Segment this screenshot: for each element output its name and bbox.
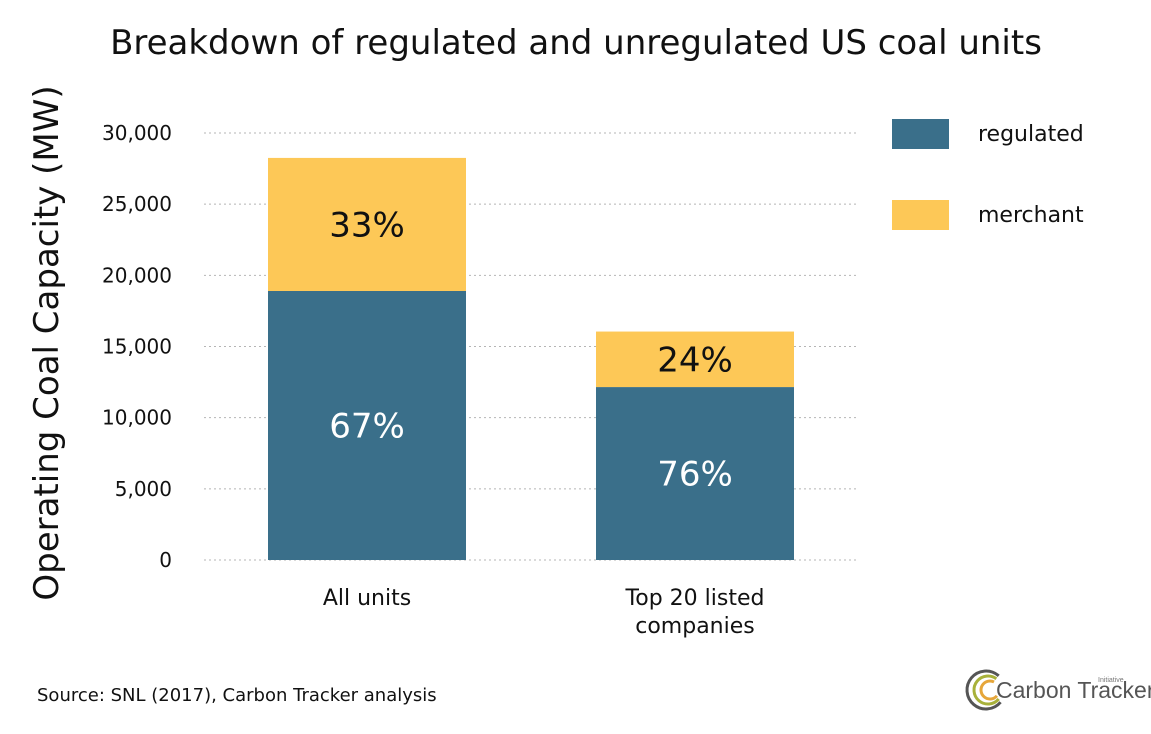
legend-label: merchant xyxy=(978,203,1084,228)
bar-regulated xyxy=(596,387,794,560)
source-note: Source: SNL (2017), Carbon Tracker analy… xyxy=(37,685,437,706)
legend-swatch-regulated xyxy=(892,119,949,149)
bar-value-labels: 67% 33% 76% 24% xyxy=(329,205,733,494)
x-tick-label: All units xyxy=(323,586,411,611)
bar-value-label: 67% xyxy=(329,406,405,446)
legend-label: regulated xyxy=(978,122,1084,147)
y-tick-label: 25,000 xyxy=(102,192,172,216)
bar-merchant xyxy=(268,157,466,291)
gridlines xyxy=(204,132,856,561)
logo-tagline: Initiative xyxy=(1098,677,1124,684)
logo-ring-inner xyxy=(979,679,1001,701)
bar-value-label: 24% xyxy=(657,340,733,380)
y-tick-label: 5,000 xyxy=(115,477,172,501)
bar-merchant xyxy=(596,331,794,388)
x-tick-label: Top 20 listed xyxy=(625,586,765,611)
logo-ring-outer xyxy=(965,669,1007,711)
legend: regulated merchant xyxy=(892,119,1084,230)
x-tick-label: companies xyxy=(635,614,755,639)
y-tick-label: 15,000 xyxy=(102,335,172,359)
logo-ring-middle xyxy=(972,674,1004,706)
y-tick-label: 10,000 xyxy=(102,406,172,430)
y-tick-label: 20,000 xyxy=(102,263,172,287)
y-tick-labels: 0 5,000 10,000 15,000 20,000 25,000 30,000 xyxy=(102,121,172,572)
bar-regulated xyxy=(268,290,466,560)
legend-swatch-merchant xyxy=(892,200,949,230)
chart-title: Breakdown of regulated and unregulated U… xyxy=(110,23,1042,63)
bar-value-label: 33% xyxy=(329,205,405,245)
bar-value-label: 76% xyxy=(657,455,733,495)
y-tick-label: 0 xyxy=(159,548,172,572)
bars xyxy=(268,157,794,560)
y-axis-label: Operating Coal Capacity (MW) xyxy=(27,85,67,600)
y-tick-label: 30,000 xyxy=(102,121,172,145)
x-tick-labels: All units Top 20 listed companies xyxy=(323,586,765,639)
carbon-tracker-logo: Carbon Tracker Initiative xyxy=(965,669,1151,711)
logo-name: Carbon Tracker xyxy=(996,677,1151,703)
